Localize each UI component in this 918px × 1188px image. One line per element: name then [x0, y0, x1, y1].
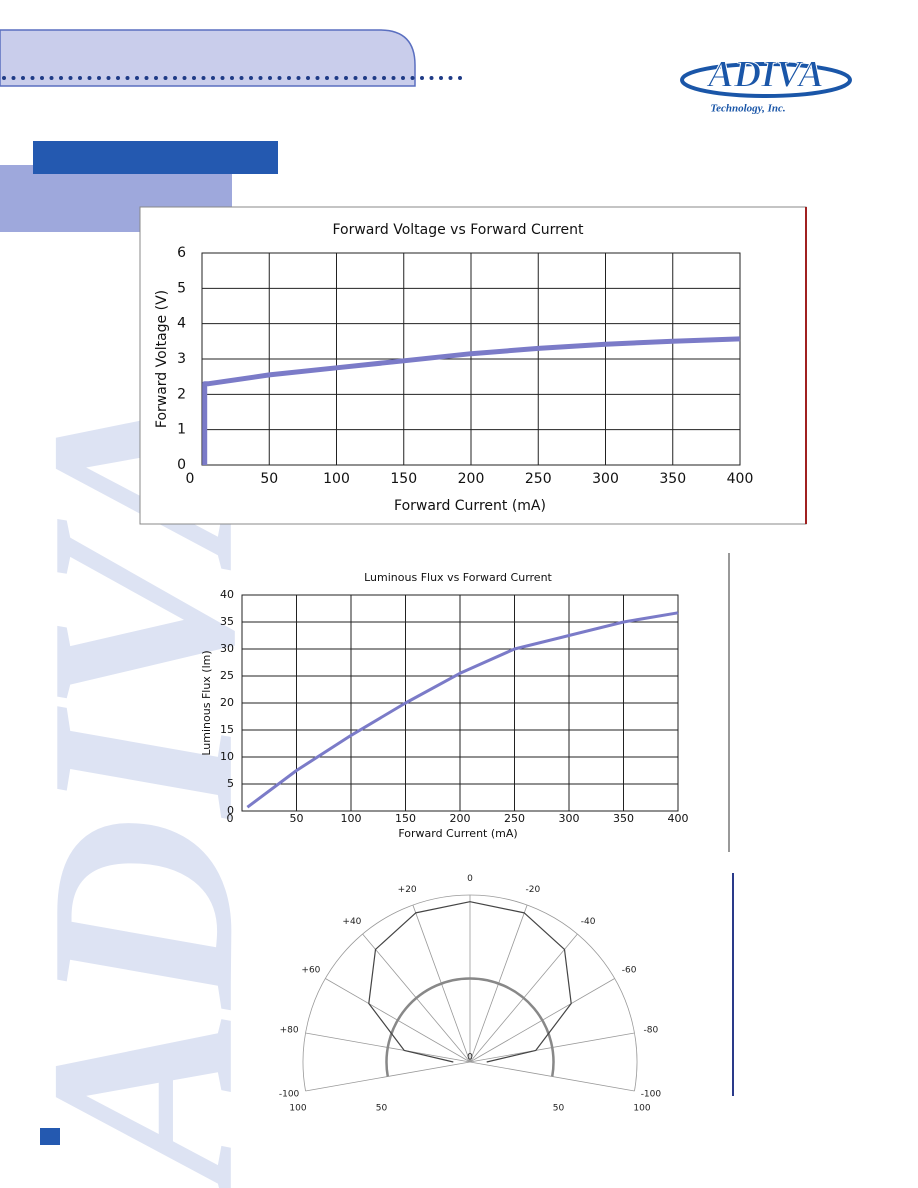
y-tick-label: 6	[177, 245, 186, 261]
y-tick-label: 25	[220, 669, 234, 682]
x-tick-label: 250	[504, 812, 525, 825]
angle-tick-label: -20	[525, 885, 540, 895]
data-line	[202, 336, 741, 465]
x-axis-label: Forward Current (mA)	[394, 498, 546, 514]
x-tick-label: 350	[613, 812, 634, 825]
radius-tick-label: 50	[376, 1104, 388, 1114]
angle-tick-label: +20	[398, 885, 417, 895]
y-tick-label: 20	[220, 696, 234, 709]
x-tick-label: 150	[390, 471, 417, 487]
x-tick-label: 400	[727, 471, 754, 487]
x-tick-label: 50	[290, 812, 304, 825]
angle-tick-label: -100	[279, 1089, 300, 1099]
angle-tick-label: -100	[641, 1089, 662, 1099]
page-marker	[40, 1128, 60, 1145]
x-tick-label: 350	[659, 471, 686, 487]
angle-tick-label: -40	[581, 917, 596, 927]
x-tick-label: 0	[186, 471, 195, 487]
logo-swoosh	[680, 62, 852, 98]
x-tick-label: 200	[450, 812, 471, 825]
y-axis-label: Luminous Flux (lm)	[200, 650, 213, 755]
y-tick-label: 10	[220, 750, 234, 763]
angle-tick-label: -80	[644, 1026, 659, 1036]
x-tick-label: 300	[592, 471, 619, 487]
y-axis-label: Forward Voltage (V)	[154, 290, 170, 428]
grid-circle	[302, 894, 638, 1092]
y-tick-label: 2	[177, 386, 186, 402]
angle-tick-label: -60	[622, 966, 637, 976]
x-tick-label: 100	[341, 812, 362, 825]
data-line	[246, 611, 679, 809]
radiation-pattern	[368, 901, 572, 1063]
logo: ADIVA	[706, 54, 823, 96]
angle-tick-label: +40	[342, 917, 361, 927]
x-tick-label: 0	[227, 812, 234, 825]
x-tick-label: 100	[323, 471, 350, 487]
x-tick-label: 150	[395, 812, 416, 825]
y-tick-label: 35	[220, 615, 234, 628]
y-tick-label: 0	[227, 804, 234, 817]
angle-tick-label: 0	[467, 874, 473, 884]
radius-tick-label: 100	[633, 1104, 650, 1114]
y-tick-label: 3	[177, 351, 186, 367]
chart-title: Luminous Flux vs Forward Current	[364, 571, 552, 584]
x-tick-label: 400	[668, 812, 689, 825]
y-tick-label: 4	[177, 316, 186, 332]
angle-tick-label: +80	[280, 1026, 299, 1036]
x-axis-label: Forward Current (mA)	[398, 827, 517, 840]
x-tick-label: 250	[525, 471, 552, 487]
y-tick-label: 40	[220, 588, 234, 601]
y-tick-label: 0	[177, 457, 186, 473]
x-tick-label: 200	[458, 471, 485, 487]
x-tick-label: 50	[260, 471, 278, 487]
radius-tick-label: 0	[467, 1053, 473, 1063]
header-tab	[0, 29, 416, 87]
radius-tick-label: 50	[553, 1104, 565, 1114]
y-tick-label: 1	[177, 422, 186, 438]
chart-title: Forward Voltage vs Forward Current	[332, 222, 584, 238]
y-tick-label: 30	[220, 642, 234, 655]
x-tick-label: 300	[559, 812, 580, 825]
y-tick-label: 15	[220, 723, 234, 736]
section-heading-bar	[33, 141, 278, 174]
angle-tick-label: +60	[301, 966, 320, 976]
logo-tagline: Technology, Inc.	[710, 103, 785, 115]
radius-tick-label: 100	[289, 1104, 306, 1114]
y-tick-label: 5	[227, 777, 234, 790]
y-tick-label: 5	[177, 280, 186, 296]
